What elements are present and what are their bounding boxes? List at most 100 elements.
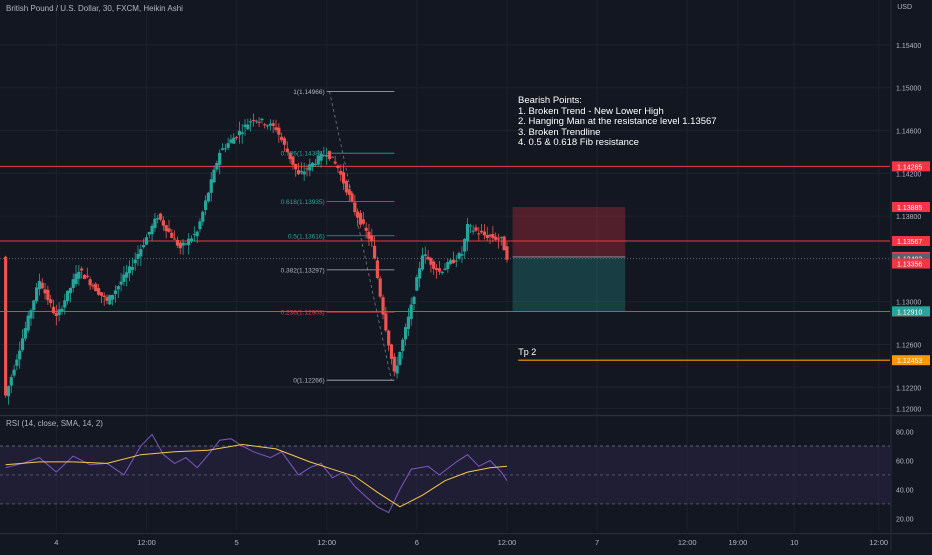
candle-bull[interactable]: [316, 155, 320, 165]
candle-bear[interactable]: [485, 234, 489, 239]
candle-bull[interactable]: [471, 230, 475, 232]
candle-bear[interactable]: [285, 148, 289, 153]
candle-bull[interactable]: [401, 339, 405, 352]
candle-bear[interactable]: [358, 213, 363, 225]
candle-bull[interactable]: [65, 290, 70, 302]
candle-bear[interactable]: [372, 245, 377, 259]
candle-bear[interactable]: [387, 330, 391, 346]
candle-bear[interactable]: [426, 256, 430, 260]
candle-bull[interactable]: [308, 164, 312, 171]
candle-bull[interactable]: [395, 365, 399, 374]
candle-bull[interactable]: [232, 137, 236, 144]
candle-bear[interactable]: [375, 260, 380, 278]
candle-bull[interactable]: [187, 238, 191, 246]
candle-bear[interactable]: [361, 219, 365, 224]
candle-bear[interactable]: [82, 274, 87, 279]
candle-bull[interactable]: [144, 237, 149, 245]
candle-bear[interactable]: [353, 202, 357, 213]
candle-bear[interactable]: [480, 230, 484, 233]
candle-bull[interactable]: [499, 236, 503, 238]
candle-bear[interactable]: [482, 231, 487, 236]
candle-bear[interactable]: [94, 283, 98, 292]
candle-bear[interactable]: [389, 344, 394, 359]
candle-bear[interactable]: [477, 233, 481, 235]
candle-bear[interactable]: [496, 238, 501, 240]
price-tag[interactable]: [892, 306, 930, 317]
candle-bear[interactable]: [392, 356, 396, 372]
candle-bull[interactable]: [246, 124, 250, 130]
candle-bear[interactable]: [437, 268, 441, 272]
candle-bull[interactable]: [133, 259, 137, 264]
candle-bull[interactable]: [6, 386, 11, 397]
candle-bull[interactable]: [9, 377, 13, 386]
candle-bear[interactable]: [105, 297, 109, 301]
candle-bear[interactable]: [347, 189, 351, 195]
candle-bull[interactable]: [460, 254, 464, 256]
candle-bear[interactable]: [43, 289, 47, 294]
candle-bull[interactable]: [311, 162, 315, 168]
candle-bull[interactable]: [403, 327, 408, 340]
candle-bull[interactable]: [454, 260, 458, 262]
candle-bear[interactable]: [381, 297, 385, 315]
candle-bear[interactable]: [356, 211, 360, 218]
candle-bull[interactable]: [465, 224, 470, 242]
candle-bull[interactable]: [156, 218, 160, 220]
candle-bull[interactable]: [443, 268, 447, 271]
candle-bear[interactable]: [364, 227, 368, 231]
price-tag[interactable]: [892, 355, 930, 366]
candle-bear[interactable]: [234, 136, 239, 138]
candle-bear[interactable]: [451, 259, 456, 264]
candle-bear[interactable]: [494, 236, 498, 240]
candle-bull[interactable]: [406, 316, 410, 330]
rsi-sma-line[interactable]: [5, 443, 508, 508]
candle-bear[interactable]: [102, 295, 106, 297]
candle-bull[interactable]: [125, 272, 129, 278]
candle-bear[interactable]: [291, 156, 295, 165]
candle-bear[interactable]: [280, 136, 284, 141]
candle-bear[interactable]: [257, 121, 261, 123]
candle-bear[interactable]: [164, 225, 168, 232]
candle-bear[interactable]: [274, 127, 278, 130]
candle-bear[interactable]: [502, 236, 506, 251]
candle-bull[interactable]: [440, 271, 444, 274]
candle-bull[interactable]: [322, 154, 326, 156]
candle-bull[interactable]: [409, 304, 413, 319]
candle-bull[interactable]: [249, 121, 253, 123]
candle-bull[interactable]: [15, 359, 19, 366]
candle-bear[interactable]: [178, 242, 182, 249]
candle-bear[interactable]: [251, 119, 256, 121]
candle-bear[interactable]: [432, 261, 436, 269]
candle-bull[interactable]: [74, 273, 78, 285]
candle-bear[interactable]: [367, 231, 371, 239]
candle-bull[interactable]: [463, 238, 467, 252]
candle-bull[interactable]: [206, 192, 211, 202]
candle-bull[interactable]: [325, 155, 329, 157]
candle-bull[interactable]: [313, 163, 318, 165]
candle-bear[interactable]: [305, 168, 309, 170]
candle-bear[interactable]: [167, 228, 171, 232]
candle-bull[interactable]: [20, 338, 25, 351]
candle-bear[interactable]: [158, 213, 163, 220]
candle-bear[interactable]: [488, 234, 492, 237]
candle-bull[interactable]: [220, 148, 225, 150]
candle-bull[interactable]: [209, 179, 213, 193]
candle-bear[interactable]: [342, 172, 346, 184]
candle-bull[interactable]: [302, 171, 306, 175]
candle-bull[interactable]: [240, 132, 244, 135]
candle-bear[interactable]: [88, 279, 92, 286]
candle-bull[interactable]: [77, 271, 81, 279]
candle-bull[interactable]: [265, 125, 270, 127]
price-tag[interactable]: [892, 161, 930, 172]
candle-bull[interactable]: [139, 249, 143, 257]
candle-bull[interactable]: [71, 279, 75, 288]
candle-bear[interactable]: [327, 150, 332, 160]
candle-bull[interactable]: [260, 118, 264, 121]
candle-bear[interactable]: [263, 124, 267, 126]
candle-bull[interactable]: [420, 255, 425, 270]
candle-bull[interactable]: [18, 350, 22, 360]
candle-bear[interactable]: [336, 165, 340, 169]
candle-bull[interactable]: [113, 290, 118, 295]
candle-bear[interactable]: [51, 306, 56, 314]
